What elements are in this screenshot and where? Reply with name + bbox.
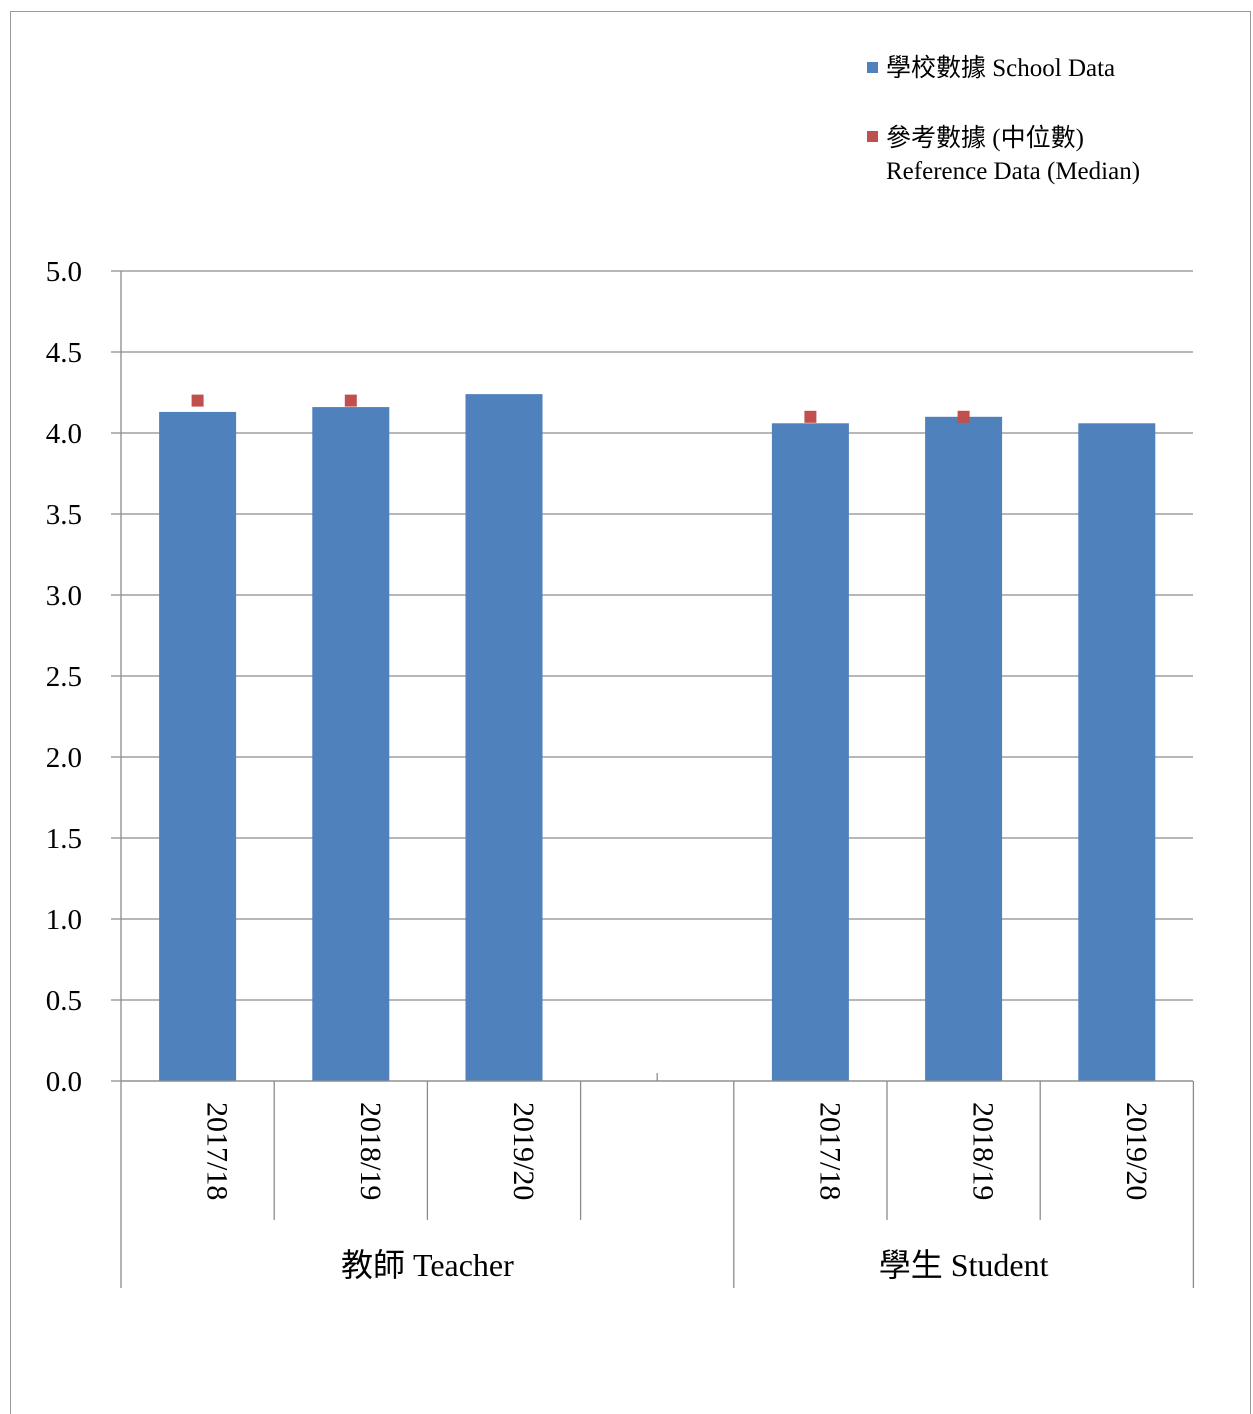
- marker-reference-median: [957, 410, 970, 423]
- y-tick-label: 2.0: [46, 742, 82, 774]
- x-tick-label: 2019/20: [1120, 1102, 1153, 1200]
- bars: [159, 394, 1156, 1082]
- gridlines: [111, 270, 1193, 1082]
- x-tick-labels: 2017/18 2018/19 2019/20 2017/18 2018/19 2019/…: [201, 1102, 1153, 1200]
- y-tick-label: 3.5: [46, 499, 82, 531]
- legend-reference-label: 參考數據 (中位數): [886, 124, 1084, 152]
- group-label: 學生 Student: [879, 1247, 1049, 1283]
- bar-school-data: [159, 411, 237, 1081]
- legend-reference-label-line2: Reference Data (Median): [886, 158, 1140, 185]
- legend: 學校數據 School Data 參考數據 (中位數) Reference Da…: [867, 54, 1140, 185]
- bar-school-data: [771, 423, 849, 1081]
- y-tick-label: 1.0: [46, 904, 82, 936]
- bar-school-data: [925, 416, 1003, 1081]
- y-tick-label: 5.0: [46, 256, 82, 288]
- y-tick-label: 1.5: [46, 823, 82, 855]
- y-tick-label: 4.0: [46, 418, 82, 450]
- y-tick-label: 3.0: [46, 580, 82, 612]
- x-tick-label: 2019/20: [507, 1102, 540, 1200]
- x-tick-label: 2017/18: [201, 1102, 234, 1200]
- y-tick-label: 4.5: [46, 337, 82, 369]
- y-tick-label: 2.5: [46, 661, 82, 693]
- bar-school-data: [312, 407, 390, 1082]
- x-tick-label: 2018/19: [967, 1102, 1000, 1200]
- legend-school-label: 學校數據 School Data: [886, 54, 1115, 82]
- group-label: 教師 Teacher: [341, 1247, 514, 1283]
- marker-reference-median: [344, 394, 357, 407]
- y-tick-label: 0.5: [46, 985, 82, 1017]
- y-tick-labels: 0.0 0.5 1.0 1.5 2.0 2.5 3.0 3.5 4.0 4.5 5.0: [46, 256, 82, 1098]
- marker-reference-median: [191, 394, 204, 407]
- axes: [120, 271, 1195, 1288]
- reference-markers: [191, 394, 970, 423]
- group-labels: 教師 Teacher 學生 Student: [341, 1247, 1049, 1283]
- bar-school-data: [465, 394, 543, 1081]
- legend-school-swatch: [867, 62, 878, 73]
- x-tick-label: 2018/19: [354, 1102, 387, 1200]
- legend-reference-swatch: [867, 131, 878, 142]
- x-tick-label: 2017/18: [813, 1102, 846, 1200]
- y-tick-label: 0.0: [46, 1066, 82, 1098]
- marker-reference-median: [804, 410, 817, 423]
- bar-school-data: [1078, 423, 1156, 1081]
